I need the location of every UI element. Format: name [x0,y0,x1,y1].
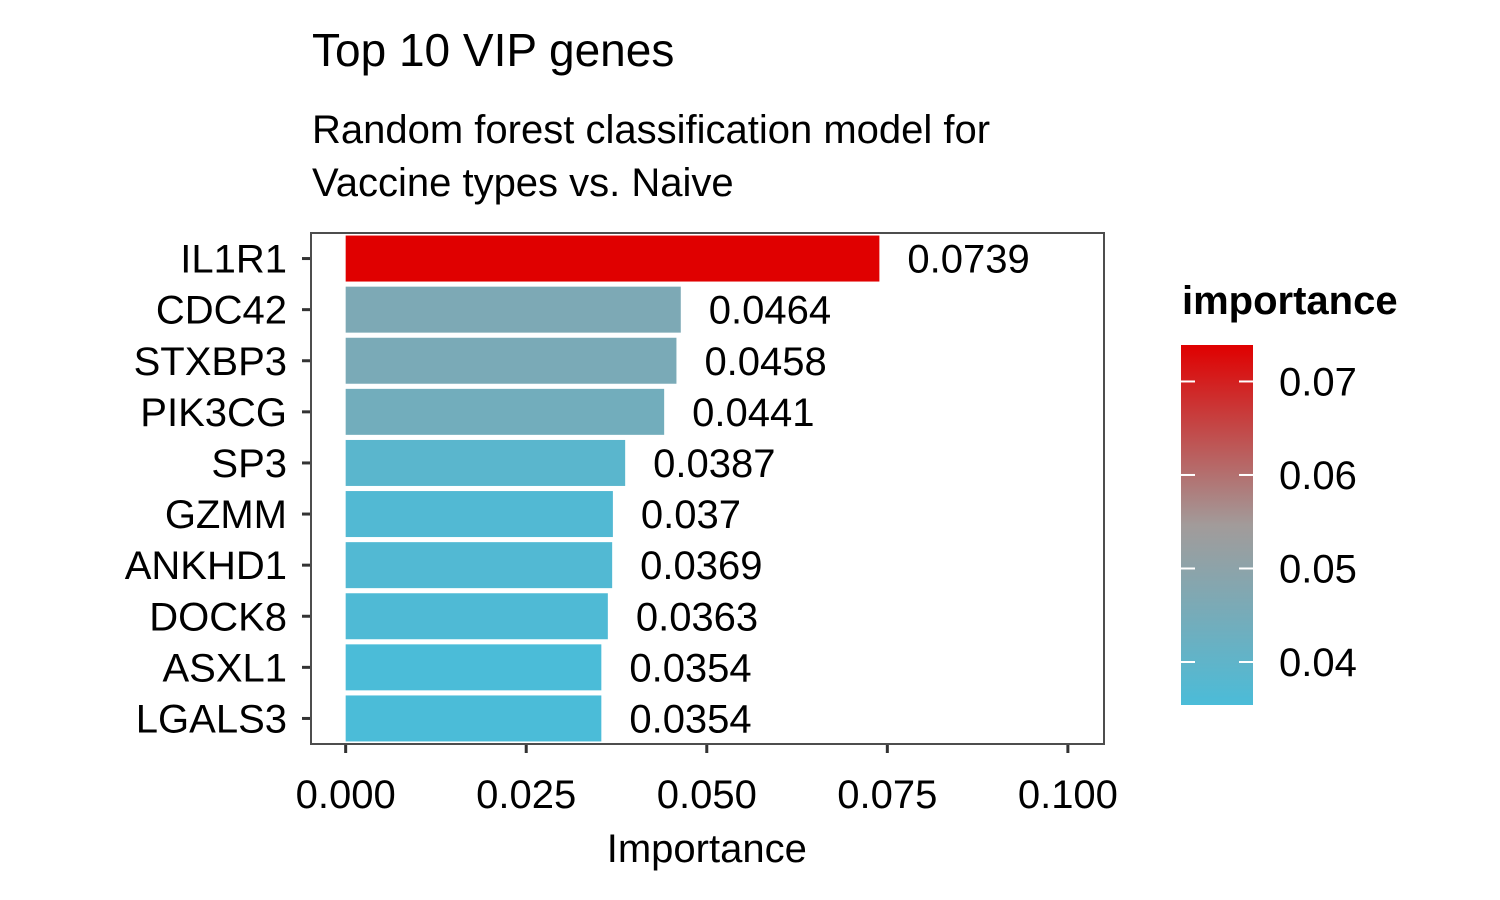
legend-tick-label: 0.05 [1279,547,1357,591]
value-label-il1r1: 0.0739 [907,238,1029,282]
x-axis: 0.000 0.025 0.050 0.075 0.100 [296,744,1118,817]
value-label-sp3: 0.0387 [653,442,775,486]
x-tick-label: 0.000 [296,773,396,817]
legend-tick-label: 0.04 [1279,641,1357,685]
bar-pik3cg [345,388,665,435]
legend-tick-label: 0.07 [1279,360,1357,404]
bar-lgals3 [345,695,602,742]
chart-subtitle-line-2: Vaccine types vs. Naive [312,161,734,205]
legend-tick-label: 0.06 [1279,454,1357,498]
x-axis-title: Importance [607,827,807,871]
bar-asxl1 [345,644,602,691]
y-tick-label-gzmm: GZMM [165,493,287,537]
bar-cdc42 [345,286,681,333]
bar-dock8 [345,593,608,640]
value-label-stxbp3: 0.0458 [704,340,826,384]
bar-il1r1 [345,235,880,282]
value-labels-group: 0.0739 0.0464 0.0458 0.0441 0.0387 0.037 0.036… [629,238,1029,742]
value-label-gzmm: 0.037 [641,493,741,537]
x-tick-label: 0.050 [657,773,757,817]
value-label-lgals3: 0.0354 [629,697,751,741]
y-tick-label-pik3cg: PIK3CG [140,391,287,435]
legend-ticks: 0.04 0.05 0.06 0.07 [1181,360,1357,685]
x-tick-label: 0.025 [476,773,576,817]
bar-gzmm [345,491,613,538]
chart-title: Top 10 VIP genes [312,24,674,76]
legend-title: importance [1182,279,1398,323]
chart-subtitle-line-1: Random forest classification model for [312,108,990,152]
x-tick-label: 0.075 [837,773,937,817]
y-tick-label-il1r1: IL1R1 [180,238,287,282]
y-tick-label-stxbp3: STXBP3 [134,340,287,384]
y-tick-label-lgals3: LGALS3 [136,697,287,741]
legend-colorbar [1181,345,1253,705]
value-label-pik3cg: 0.0441 [692,391,814,435]
value-label-dock8: 0.0363 [636,595,758,639]
bar-stxbp3 [345,337,677,384]
bar-ankhd1 [345,542,613,589]
plot-panel-border [310,232,1105,745]
value-label-asxl1: 0.0354 [629,646,751,690]
y-tick-label-dock8: DOCK8 [149,595,287,639]
y-tick-label-cdc42: CDC42 [156,289,287,333]
x-tick-label: 0.100 [1018,773,1118,817]
bar-sp3 [345,439,626,486]
value-label-ankhd1: 0.0369 [640,544,762,588]
color-legend: importance 0.04 0.05 0.06 0.07 [1181,279,1398,705]
y-tick-label-asxl1: ASXL1 [162,646,287,690]
value-label-cdc42: 0.0464 [709,289,831,333]
bars-group [345,235,880,742]
y-tick-label-ankhd1: ANKHD1 [125,544,287,588]
y-tick-label-sp3: SP3 [211,442,287,486]
y-axis: IL1R1 CDC42 STXBP3 PIK3CG SP3 GZMM ANKHD1 DOCK8… [125,238,311,741]
